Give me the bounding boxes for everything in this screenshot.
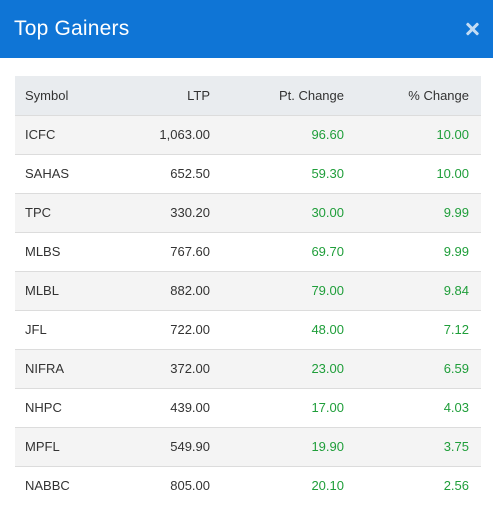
cell-symbol: MLBL — [25, 283, 59, 298]
gainers-table: Symbol LTP Pt. Change % Change ICFC 1,063… — [15, 76, 481, 505]
cell-ltp: 722.00 — [170, 322, 210, 337]
cell-ltp: 330.20 — [170, 205, 210, 220]
column-header-symbol[interactable]: Symbol — [25, 87, 69, 103]
cell-pct-change: 6.59 — [443, 361, 469, 376]
cell-symbol: TPC — [25, 205, 51, 220]
cell-symbol: JFL — [25, 322, 47, 337]
cell-pt-change: 30.00 — [311, 205, 344, 220]
cell-pt-change: 79.00 — [311, 283, 344, 298]
column-header-ltp[interactable]: LTP — [187, 87, 210, 103]
cell-pct-change: 10.00 — [436, 127, 469, 142]
cell-ltp: 805.00 — [170, 478, 210, 494]
cell-pt-change: 69.70 — [311, 244, 344, 259]
cell-pct-change: 3.75 — [443, 439, 469, 454]
gainers-table-container: Symbol LTP Pt. Change % Change ICFC 1,063… — [15, 76, 481, 505]
cell-ltp: 882.00 — [170, 283, 210, 298]
cell-symbol: NHPC — [25, 400, 62, 415]
cell-pct-change: 2.56 — [443, 478, 469, 494]
table-row[interactable]: NABBC 805.00 20.10 2.56 — [15, 466, 481, 505]
cell-pt-change: 20.10 — [311, 478, 344, 494]
column-header-pt-change[interactable]: Pt. Change — [278, 87, 344, 103]
modal-header: Top Gainers — [0, 0, 493, 58]
cell-ltp: 1,063.00 — [159, 127, 210, 142]
cell-pt-change: 17.00 — [311, 400, 344, 415]
table-row[interactable]: JFL 722.00 48.00 7.12 — [15, 310, 481, 349]
table-body: ICFC 1,063.00 96.60 10.00 SAHAS 652.50 59.30 10… — [15, 115, 481, 505]
cell-pct-change: 10.00 — [436, 166, 469, 181]
close-icon[interactable] — [461, 18, 483, 40]
table-row[interactable]: MPFL 549.90 19.90 3.75 — [15, 427, 481, 466]
table-row[interactable]: ICFC 1,063.00 96.60 10.00 — [15, 115, 481, 154]
table-row[interactable]: SAHAS 652.50 59.30 10.00 — [15, 154, 481, 193]
cell-pct-change: 9.99 — [443, 205, 469, 220]
table-row[interactable]: TPC 330.20 30.00 9.99 — [15, 193, 481, 232]
table-row[interactable]: MLBS 767.60 69.70 9.99 — [15, 232, 481, 271]
cell-ltp: 767.60 — [170, 244, 210, 259]
table-row[interactable]: NIFRA 372.00 23.00 6.59 — [15, 349, 481, 388]
cell-symbol: SAHAS — [25, 166, 70, 181]
cell-pt-change: 59.30 — [311, 166, 344, 181]
cell-symbol: NABBC — [25, 478, 70, 494]
table-row[interactable]: MLBL 882.00 79.00 9.84 — [15, 271, 481, 310]
column-header-pct-change[interactable]: % Change — [408, 87, 469, 103]
cell-pt-change: 96.60 — [311, 127, 344, 142]
cell-pt-change: 48.00 — [311, 322, 344, 337]
header-row: Symbol LTP Pt. Change % Change — [15, 76, 481, 115]
modal-title: Top Gainers — [14, 17, 130, 40]
cell-pct-change: 4.03 — [443, 400, 469, 415]
cell-pt-change: 23.00 — [311, 361, 344, 376]
table-row[interactable]: NHPC 439.00 17.00 4.03 — [15, 388, 481, 427]
cell-symbol: MPFL — [25, 439, 60, 454]
cell-ltp: 549.90 — [170, 439, 210, 454]
cell-symbol: NIFRA — [25, 361, 64, 376]
cell-symbol: MLBS — [25, 244, 61, 259]
table-header: Symbol LTP Pt. Change % Change — [15, 76, 481, 115]
cell-pct-change: 9.99 — [443, 244, 469, 259]
cell-pct-change: 9.84 — [443, 283, 469, 298]
cell-ltp: 652.50 — [170, 166, 210, 181]
cell-pt-change: 19.90 — [311, 439, 344, 454]
cell-symbol: ICFC — [25, 127, 56, 142]
cell-ltp: 372.00 — [170, 361, 210, 376]
cell-pct-change: 7.12 — [443, 322, 469, 337]
cell-ltp: 439.00 — [170, 400, 210, 415]
